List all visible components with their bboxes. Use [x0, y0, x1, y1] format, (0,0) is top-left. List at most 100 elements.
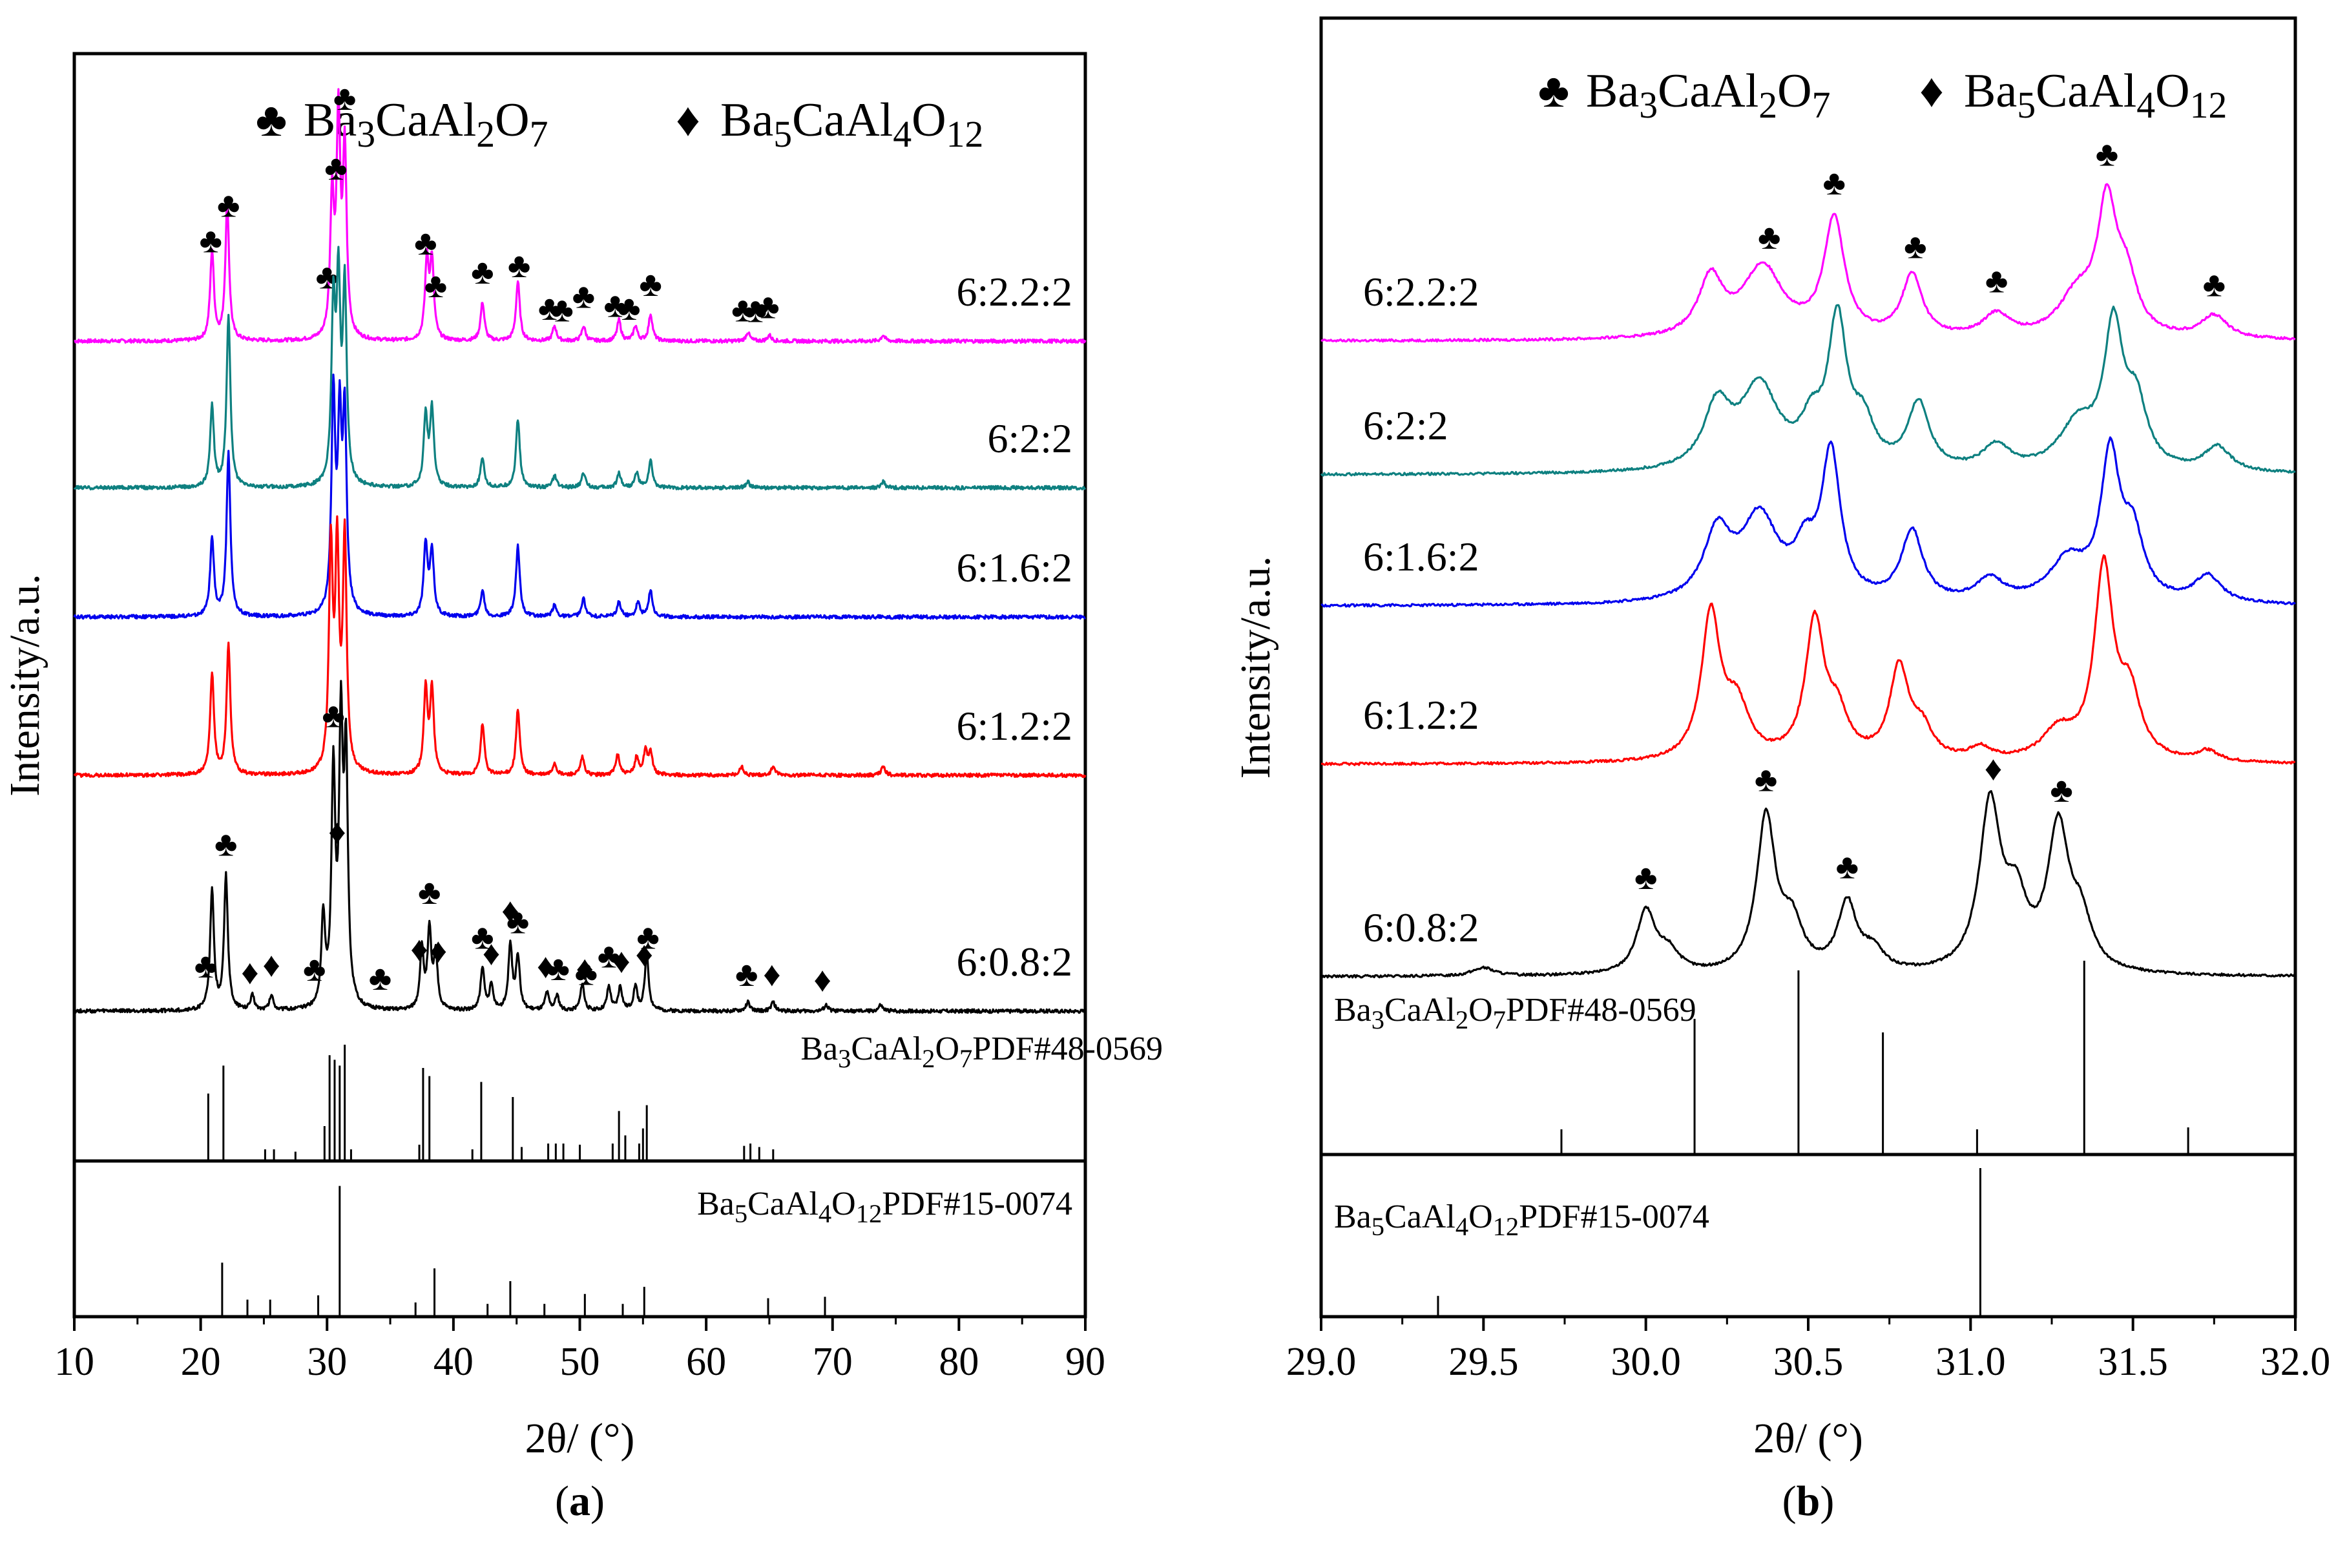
- phase-marker: ♣: [572, 277, 595, 315]
- phase-marker: ♦: [763, 955, 781, 994]
- phase-marker: ♣: [418, 873, 441, 912]
- phase-marker: ♦: [241, 953, 259, 992]
- reference-label: Ba5CaAl4O12PDF#15-0074: [1334, 1198, 1709, 1241]
- x-tick-label: 30: [307, 1340, 347, 1384]
- series-label: 6:1.6:2: [956, 545, 1072, 591]
- y-axis-label: Intensity/a.u.: [1, 574, 48, 797]
- x-tick-label: 29.5: [1448, 1340, 1519, 1384]
- series-label: 6:2.2:2: [956, 269, 1072, 315]
- panel-b: 29.0 29.5 30.0 30.5 31.0 31.5 32.0 2θ/ (°) Inten…: [1232, 16, 2331, 1525]
- phase-marker: ♣: [1822, 163, 1845, 202]
- panel-caption: (b): [1782, 1478, 1835, 1525]
- phase-marker: ♦: [501, 891, 519, 930]
- phase-marker: ♣: [744, 291, 767, 330]
- reference-label: Ba3CaAl2O7PDF#48-0569: [800, 1030, 1163, 1073]
- phase-marker: ♣: [471, 253, 494, 291]
- phase-marker: ♣: [735, 955, 758, 994]
- legend-symbol: ♦: [676, 94, 700, 147]
- phase-marker: ♣: [550, 290, 573, 329]
- phase-marker: ♣: [424, 266, 447, 305]
- phase-marker: ♣: [547, 949, 570, 988]
- x-tick-label: 32.0: [2260, 1340, 2331, 1384]
- x-tick-label: 60: [686, 1340, 726, 1384]
- series-line: [74, 88, 1087, 344]
- phase-marker: ♣: [506, 903, 529, 941]
- phase-marker: ♦: [262, 945, 280, 984]
- phase-marker: ♣: [756, 287, 779, 326]
- legend-entry: Ba5CaAl4O12: [720, 94, 983, 155]
- phase-marker: ♦: [813, 960, 831, 999]
- phase-marker: ♦: [430, 932, 448, 970]
- phase-marker: ♣: [200, 221, 222, 260]
- legend-symbol: ♦: [1919, 65, 1944, 118]
- phase-marker: ♦: [483, 934, 501, 972]
- y-axis-label: Intensity/a.u.: [1232, 556, 1279, 779]
- series-line: [73, 373, 1086, 620]
- phase-marker: ♣: [618, 289, 640, 328]
- phase-marker: ♣: [217, 185, 240, 224]
- x-tick-label: 20: [181, 1340, 221, 1384]
- phase-marker: ♦: [410, 930, 428, 968]
- phase-marker: ♣: [1904, 227, 1926, 266]
- phase-marker: ♣: [303, 950, 326, 988]
- reference-label: Ba3CaAl2O7PDF#48-0569: [1334, 992, 1696, 1034]
- phase-marker: ♣: [538, 289, 561, 328]
- phase-marker: ♣: [333, 79, 356, 118]
- x-tick-label: 70: [813, 1340, 853, 1384]
- phase-marker: ♣: [2050, 771, 2072, 810]
- series-line: [1320, 436, 2296, 608]
- x-tick-label: 50: [560, 1340, 600, 1384]
- phase-marker: ♣: [1985, 262, 2008, 300]
- series-label: 6:2:2: [1363, 402, 1448, 448]
- phase-marker: ♦: [635, 935, 653, 974]
- x-tick-label: 10: [54, 1340, 94, 1384]
- series-label: 6:0.8:2: [956, 939, 1072, 985]
- phase-marker: ♣: [508, 246, 530, 285]
- x-tick-label: 30.0: [1611, 1340, 1681, 1384]
- x-tick-label: 31.5: [2098, 1340, 2168, 1384]
- plot-frame: [1319, 16, 2297, 1319]
- legend-symbol: ♣: [256, 94, 287, 147]
- phase-marker: ♣: [2096, 134, 2118, 173]
- panel-a: 10 20 30 40 50 60 70 80 90 2θ/ (°) Intensity/a.u. (…: [1, 52, 1163, 1525]
- x-tick-label: 30.5: [1773, 1340, 1844, 1384]
- series-line: [1320, 304, 2296, 477]
- legend-entry: Ba3CaAl2O7: [1586, 65, 1830, 126]
- reference-label: Ba5CaAl4O12PDF#15-0074: [697, 1186, 1072, 1228]
- phase-marker: ♦: [537, 946, 555, 985]
- x-axis-label: 2θ/ (°): [1753, 1415, 1863, 1462]
- x-axis-label: 2θ/ (°): [525, 1415, 635, 1462]
- phase-marker: ♣: [414, 224, 437, 262]
- phase-marker: ♣: [731, 290, 754, 329]
- phase-marker: ♣: [471, 917, 494, 956]
- legend-symbol: ♣: [1538, 65, 1570, 118]
- phase-marker: ♣: [324, 149, 347, 187]
- series-line: [73, 246, 1087, 491]
- panel-caption: (a): [555, 1478, 605, 1525]
- phase-marker: ♣: [1836, 848, 1859, 886]
- series-line: [1320, 183, 2296, 343]
- phase-marker: ♣: [194, 946, 217, 985]
- x-tick-label: 80: [939, 1340, 979, 1384]
- phase-marker: ♣: [1755, 760, 1777, 799]
- series-line: [1320, 790, 2297, 979]
- phase-marker: ♣: [369, 959, 391, 998]
- phase-marker: ♣: [639, 265, 662, 304]
- x-tick-label: 31.0: [1935, 1340, 2006, 1384]
- phase-marker: ♣: [598, 937, 620, 976]
- series-line: [74, 680, 1087, 1014]
- phase-marker: ♦: [1985, 749, 2003, 788]
- series-label: 6:1.2:2: [1363, 692, 1479, 738]
- phase-marker: ♣: [214, 824, 237, 863]
- phase-marker: ♣: [1634, 858, 1657, 897]
- x-tick-label: 90: [1065, 1340, 1105, 1384]
- series-label: 6:0.8:2: [1363, 904, 1479, 950]
- series-label: 6:2.2:2: [1363, 269, 1479, 315]
- x-tick-label: 29.0: [1286, 1340, 1357, 1384]
- phase-marker: ♦: [328, 813, 346, 852]
- phase-marker: ♦: [576, 949, 594, 988]
- series-line: [1320, 554, 2296, 766]
- phase-marker: ♣: [1758, 218, 1780, 256]
- x-tick-label: 40: [433, 1340, 474, 1384]
